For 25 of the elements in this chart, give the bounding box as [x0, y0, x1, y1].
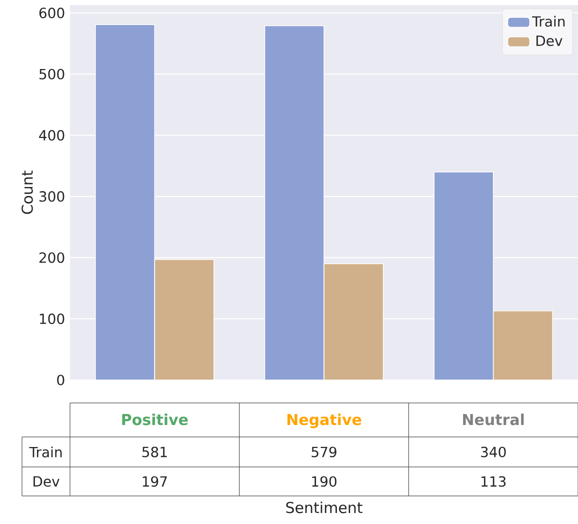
y-tick-label: 0	[57, 374, 64, 386]
bar	[154, 259, 214, 380]
x-axis-title: Sentiment	[286, 502, 362, 514]
y-tick-label: 500	[40, 68, 64, 80]
x-tick-label: Neutral	[463, 414, 524, 426]
data-label: 197	[142, 476, 167, 487]
y-tick-label: 200	[39, 252, 64, 263]
data-label: 190	[312, 476, 336, 487]
x-tick-label: Positive	[122, 414, 188, 426]
legend-label: Train	[532, 16, 565, 27]
y-axis-title: Count	[22, 170, 33, 214]
text: Dev	[34, 476, 60, 487]
legend-label: Dev	[536, 36, 562, 46]
y-tick-label: 600	[39, 8, 64, 18]
bar	[492, 310, 554, 380]
data-label: 579	[312, 446, 336, 458]
y-tick-label: 300	[39, 191, 64, 202]
x-tick-label: Negative	[287, 414, 362, 428]
data-label: 113	[482, 476, 506, 487]
y-tick-label: 400	[39, 130, 64, 141]
bar	[324, 263, 384, 380]
text: Train	[29, 446, 62, 458]
data-label: 340	[481, 446, 506, 458]
data-label: 581	[142, 446, 167, 458]
y-tick-label: 100	[40, 314, 64, 324]
